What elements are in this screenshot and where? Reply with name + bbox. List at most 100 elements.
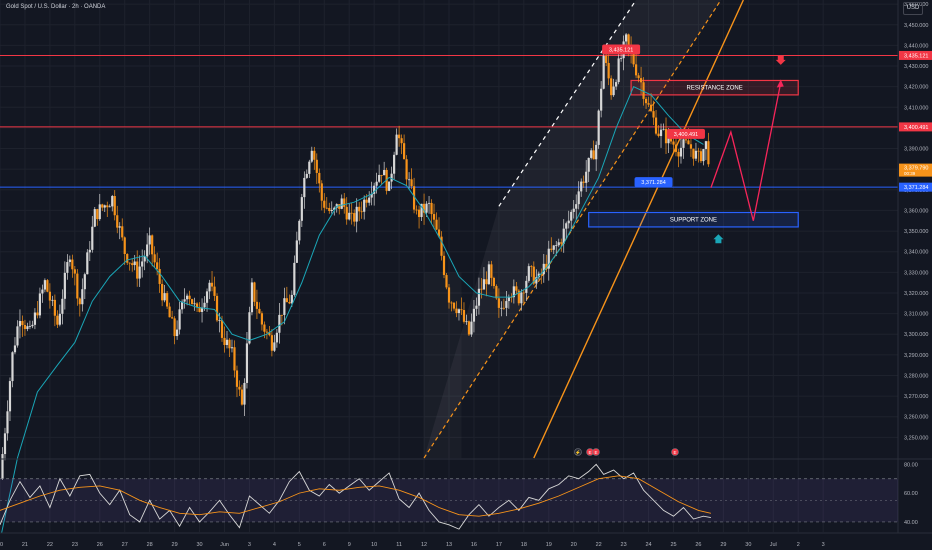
candle-body (672, 141, 675, 145)
candle-body (48, 291, 51, 301)
candle-body (53, 299, 56, 316)
candle-body (390, 173, 393, 182)
time-tick-label: 2 (797, 542, 800, 548)
candle-body (517, 290, 520, 304)
price-tick-label: 3,250.000 (904, 435, 928, 441)
price-tick-label: 3,390.000 (904, 147, 928, 153)
time-tick-label: 10 (371, 542, 377, 548)
candle-body (11, 352, 14, 382)
moving-average-line (0, 85, 704, 541)
candle-body (350, 212, 353, 214)
candle-body (248, 312, 251, 344)
candle-body (617, 58, 620, 83)
candle-body (682, 139, 685, 148)
candle-body (605, 55, 608, 63)
candle-body (535, 277, 538, 284)
time-tick-label: 5 (298, 542, 301, 548)
candle-body (697, 150, 700, 152)
candle-body (333, 207, 336, 210)
candle-body (627, 34, 630, 46)
rsi-signal-line (0, 475, 712, 517)
candle-body (398, 134, 401, 139)
time-tick-label: 13 (446, 542, 452, 548)
candle-body (203, 302, 206, 308)
price-tick-label: 3,360.000 (904, 208, 928, 214)
candle-body (662, 128, 665, 130)
time-tick-label: 17 (496, 542, 502, 548)
candle-body (178, 309, 181, 330)
candles (1, 32, 710, 481)
candle-body (707, 141, 710, 165)
candle-body (303, 177, 306, 198)
candle-body (188, 295, 191, 300)
candle-body (582, 181, 585, 183)
event-icon-glyph: ⚡ (575, 449, 581, 456)
candle-body (505, 301, 508, 308)
candle-body (1, 454, 4, 479)
candle-body (482, 279, 486, 290)
candle-body (600, 88, 603, 111)
candle-body (577, 191, 580, 205)
candle-body (148, 235, 151, 245)
candle-body (562, 228, 565, 244)
price-tick-label: 3,300.000 (904, 332, 928, 338)
candle-body (555, 245, 558, 247)
candle-body (113, 196, 116, 216)
currency-button[interactable]: USD (903, 2, 923, 15)
candle-body (13, 345, 17, 353)
candle-body (378, 175, 381, 182)
price-tick-label: 3,320.000 (904, 291, 928, 297)
candle-body (664, 128, 668, 144)
candle-body (63, 272, 66, 299)
candle-body (215, 295, 219, 321)
candle-body (218, 320, 221, 322)
candle-body (652, 111, 655, 118)
price-tick-label: 3,350.000 (904, 229, 928, 235)
candle-body (462, 310, 466, 322)
level-label-text: 3,400.491 (674, 132, 698, 138)
candle-body (195, 303, 199, 307)
candle-body (51, 299, 54, 301)
candle-body (180, 301, 184, 310)
candle-body (492, 277, 495, 287)
candle-body (305, 173, 308, 178)
level-label-box (602, 44, 641, 55)
candle-body (507, 297, 510, 302)
candle-body (283, 298, 286, 315)
candle-body (689, 144, 693, 149)
candle-body (78, 298, 81, 305)
candle-body (580, 181, 583, 192)
candle-body (525, 280, 528, 293)
candle-body (393, 154, 396, 174)
price-tick-label: 3,410.000 (904, 105, 928, 111)
candle-body (345, 206, 348, 220)
time-tick-label: 3 (822, 542, 825, 548)
projection-path (710, 82, 782, 221)
candle-body (193, 303, 196, 305)
candle-body (410, 179, 413, 187)
candle-body (415, 209, 418, 211)
candle-body (158, 269, 161, 284)
time-tick-label: Jul (770, 542, 777, 548)
candle-body (570, 211, 573, 221)
time-tick-label: 4 (273, 542, 276, 548)
candle-body (280, 314, 283, 316)
candle-body (470, 321, 473, 335)
resistance-zone (630, 79, 799, 96)
price-tick-label: 3,340.000 (904, 250, 928, 256)
candle-body (163, 293, 166, 301)
time-tick-label: 11 (396, 542, 402, 548)
candle-body (500, 307, 503, 309)
candle-body (298, 220, 301, 241)
candle-body (98, 204, 101, 220)
candle-body (432, 214, 436, 220)
candle-body (31, 324, 34, 327)
candle-body (637, 75, 640, 79)
candle-body (360, 211, 363, 213)
candle-body (71, 259, 74, 270)
candle-body (687, 140, 690, 145)
candle-body (258, 308, 261, 314)
candle-body (440, 236, 443, 256)
candle-body (400, 138, 403, 144)
